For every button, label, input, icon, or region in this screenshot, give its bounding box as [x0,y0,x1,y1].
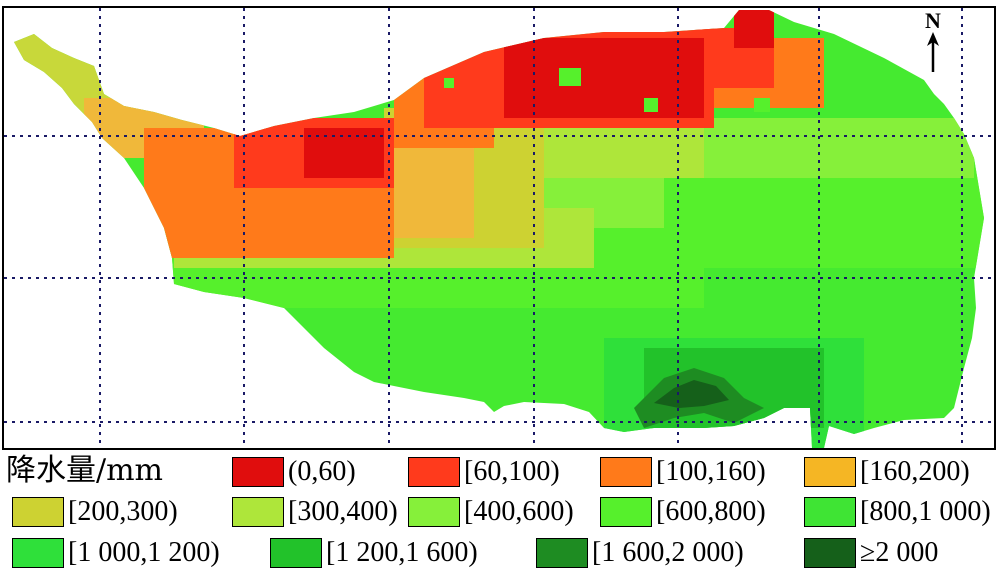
map-frame [2,6,996,450]
legend-swatch [536,538,588,568]
legend-swatch [270,538,322,568]
legend-swatch [804,457,856,487]
legend-label: [60,100) [464,456,560,487]
legend-swatch [12,538,64,568]
legend-swatch [804,538,856,568]
legend-label: ≥2 000 [860,537,939,568]
legend-swatch [232,497,284,527]
precipitation-map [4,8,994,448]
legend-label: [300,400) [288,496,398,527]
north-label: N [925,8,941,33]
legend-label: [1 600,2 000) [592,537,744,568]
legend-swatch [600,497,652,527]
legend-label: [200,300) [68,496,178,527]
legend-swatch [232,457,284,487]
north-arrow: N [918,10,948,74]
legend-label: [600,800) [656,496,766,527]
legend-swatch [12,497,64,527]
legend-label: [800,1 000) [860,496,991,527]
legend-label: [100,160) [656,456,766,487]
legend-label: [1 200,1 600) [326,537,478,568]
legend-swatch [600,457,652,487]
legend-label: (0,60) [288,456,356,487]
legend-swatch [408,457,460,487]
north-arrow-icon [927,32,939,72]
legend-title: 降水量/mm [6,453,164,488]
legend-label: [160,200) [860,456,970,487]
legend-swatch [408,497,460,527]
legend-label: [400,600) [464,496,574,527]
legend-label: [1 000,1 200) [68,537,220,568]
legend-swatch [804,497,856,527]
